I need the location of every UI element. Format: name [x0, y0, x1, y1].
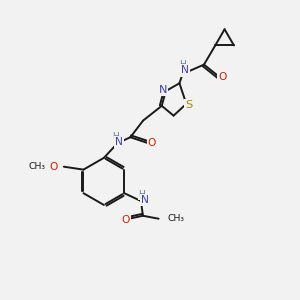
Text: H: H [179, 60, 186, 69]
Text: N: N [141, 195, 149, 205]
Text: O: O [148, 138, 156, 148]
Text: H: H [112, 132, 119, 141]
Text: N: N [158, 85, 167, 95]
Text: O: O [218, 72, 227, 82]
Text: H: H [139, 190, 145, 199]
Text: N: N [182, 65, 189, 76]
Text: CH₃: CH₃ [29, 162, 46, 171]
Text: S: S [186, 100, 193, 110]
Text: N: N [115, 137, 122, 147]
Text: O: O [121, 215, 129, 225]
Text: O: O [50, 162, 58, 172]
Text: CH₃: CH₃ [167, 214, 184, 223]
